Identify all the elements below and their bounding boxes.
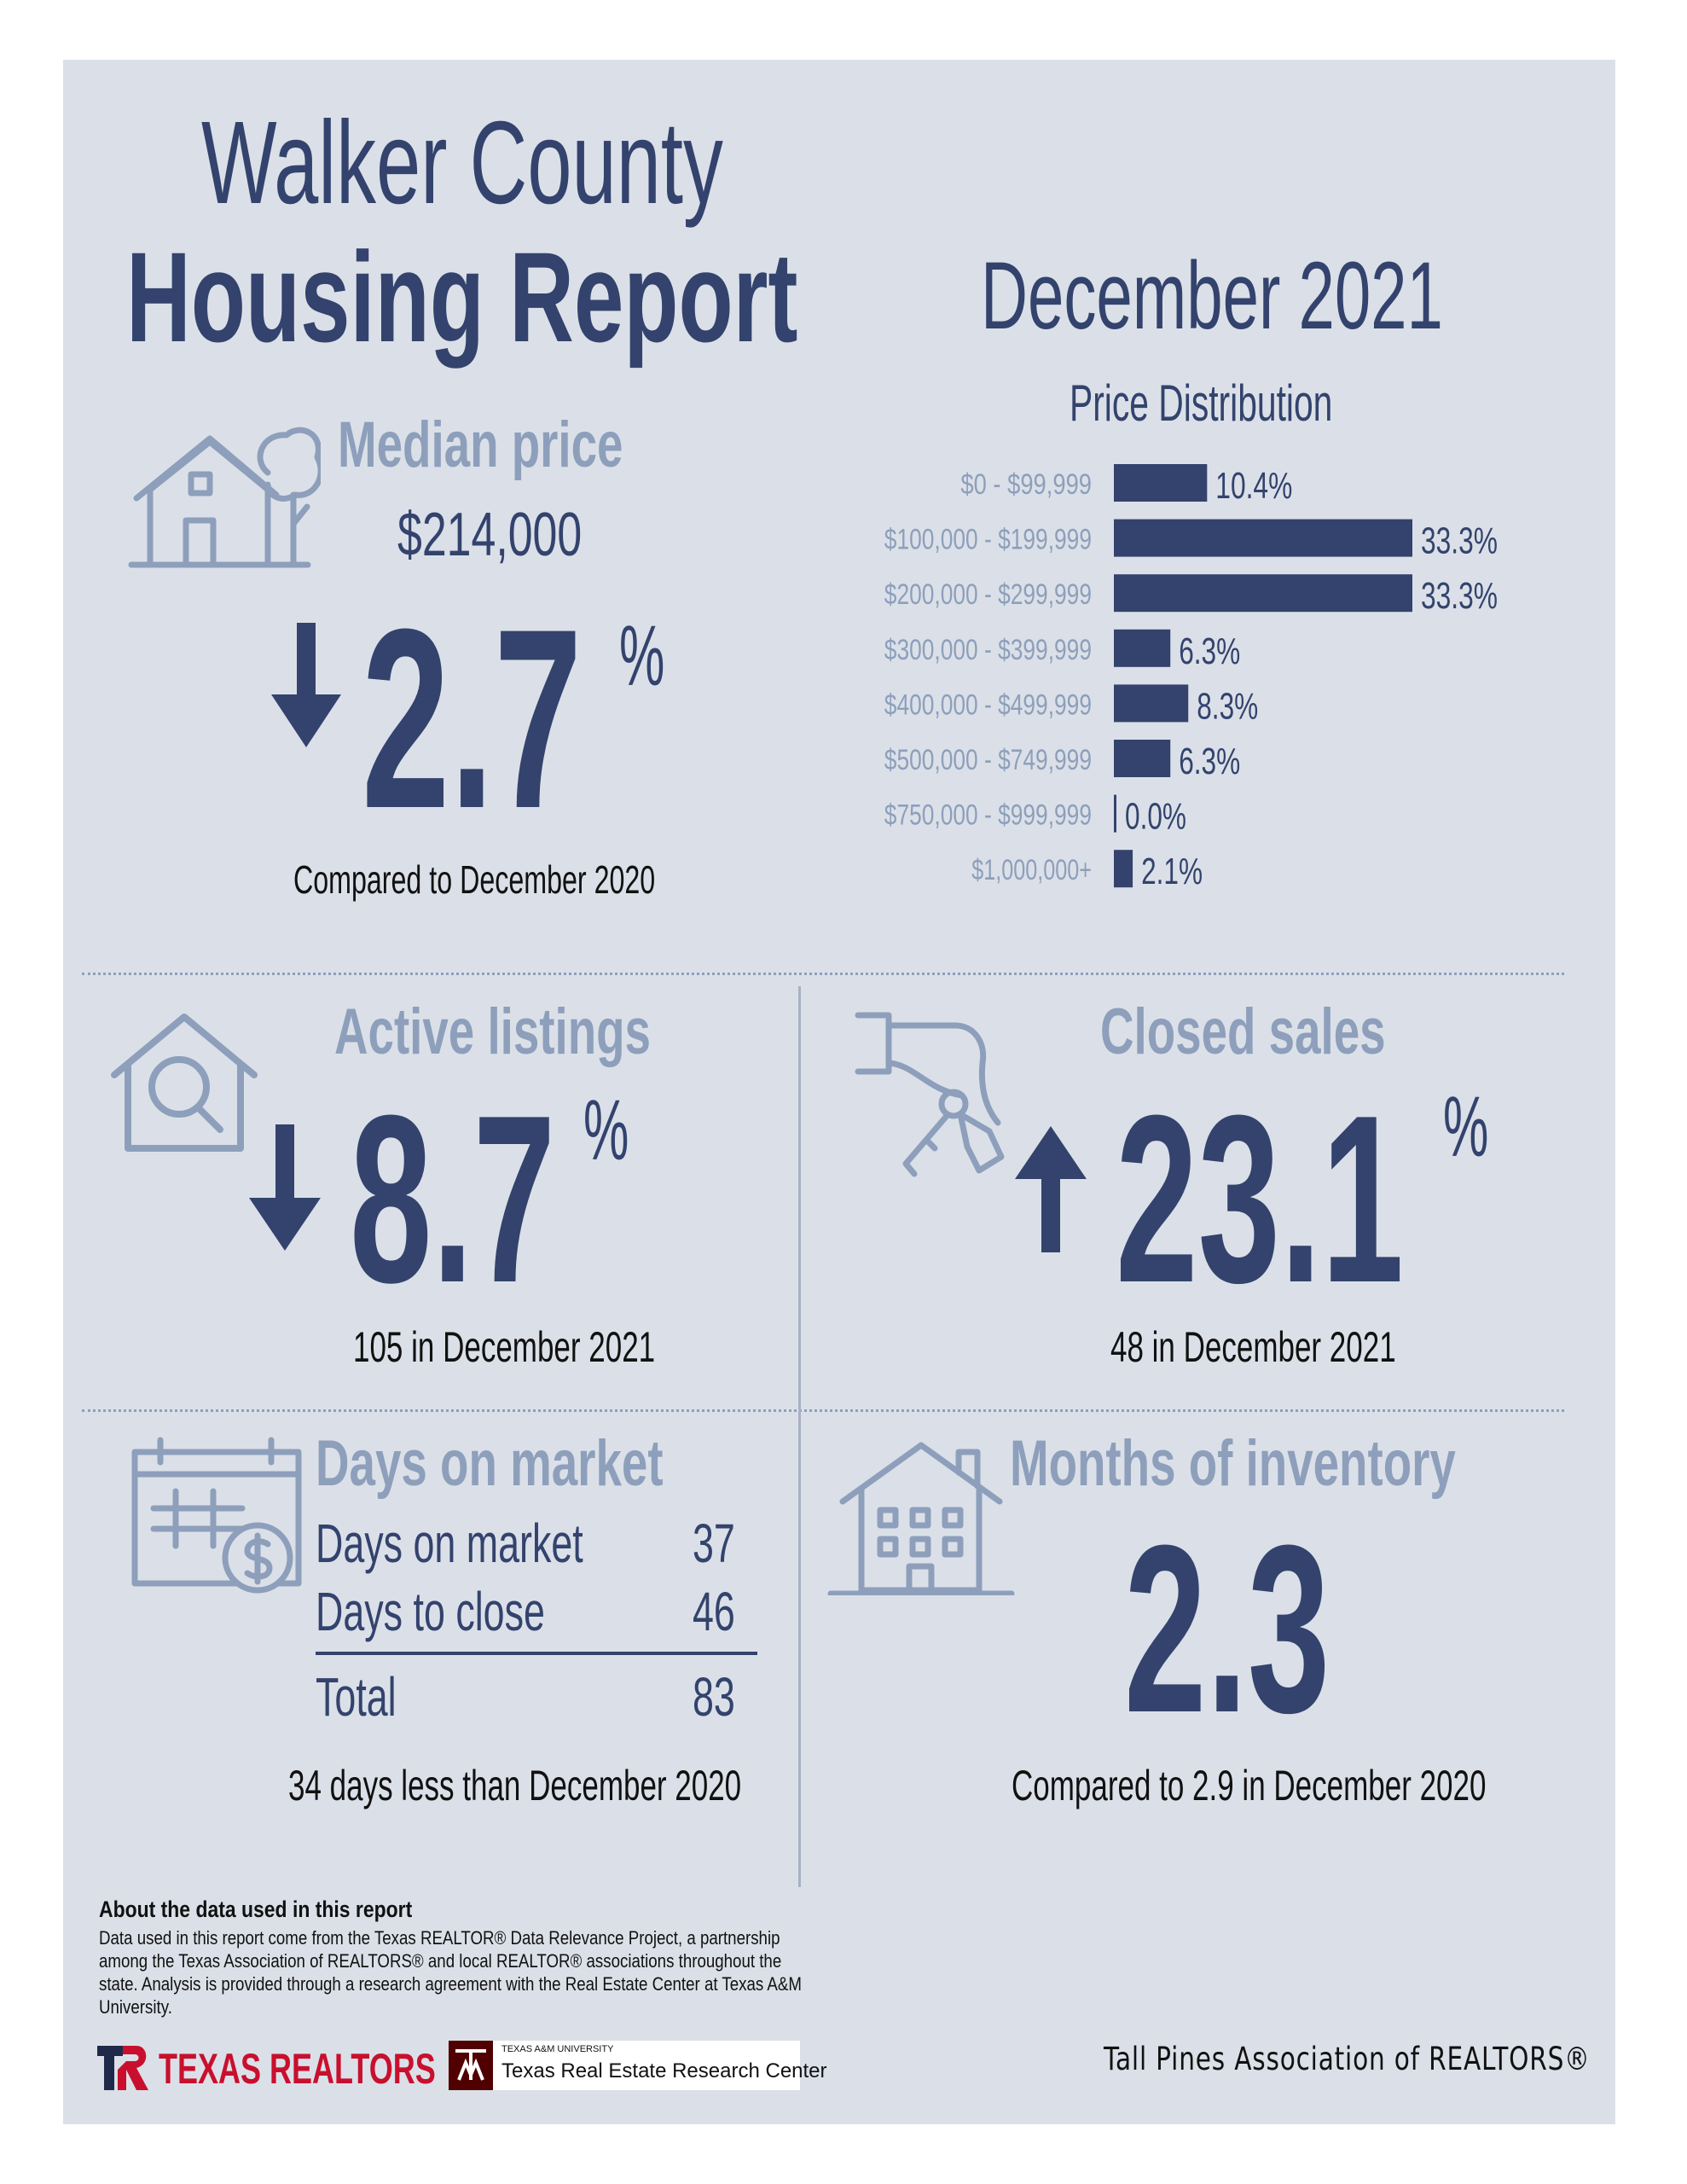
house-tree-icon — [125, 421, 324, 572]
total-label: Total — [316, 1666, 397, 1728]
bar-value-label: 8.3% — [1197, 685, 1258, 727]
calendar-dollar-icon — [131, 1437, 302, 1604]
active-listings-label: Active listings — [334, 996, 651, 1068]
median-change-number: 2.7 — [362, 575, 583, 862]
price-distribution-chart: $0 - $99,999 10.4% $100,000 - $199,999 33.3… — [884, 464, 1498, 892]
category-label: $300,000 - $399,999 — [884, 634, 1092, 666]
days-row-label: Days on market — [316, 1513, 583, 1574]
closed-detail: 48 in December 2021 — [1110, 1323, 1396, 1371]
distribution-bar — [1114, 574, 1412, 613]
category-label: $1,000,000+ — [971, 854, 1092, 886]
bar-value-label: 33.3% — [1421, 575, 1498, 617]
days-row-value: 37 — [693, 1513, 735, 1574]
tamu-logo: TEXAS A&M UNIVERSITY Texas Real Estate R… — [449, 2041, 827, 2090]
months-comparison: Compared to 2.9 in December 2020 — [1012, 1762, 1487, 1809]
title-report: Housing Report — [126, 225, 798, 369]
chart-title: Price Distribution — [1070, 375, 1333, 432]
category-label: $0 - $99,999 — [960, 468, 1092, 501]
distribution-bar — [1114, 629, 1171, 667]
texas-realtors-logo: TEXAS REALTORS — [97, 2044, 436, 2093]
distribution-bar — [1114, 464, 1208, 502]
category-label: $400,000 - $499,999 — [884, 688, 1092, 721]
report-period: December 2021 — [981, 242, 1443, 349]
arrow-down-icon — [249, 1124, 321, 1251]
title-county: Walker County — [201, 97, 723, 229]
distribution-bar — [1114, 794, 1116, 833]
distribution-bar — [1114, 519, 1412, 557]
hand-keys-icon — [855, 1012, 1022, 1191]
texas-realtors-text: TEXAS REALTORS — [159, 2045, 436, 2093]
tamu-mark-icon — [449, 2041, 493, 2090]
bar-value-label: 33.3% — [1421, 520, 1498, 562]
total-rule — [316, 1652, 757, 1655]
divider-top — [82, 973, 1564, 975]
tamu-center-text: Texas Real Estate Research Center — [501, 2059, 827, 2082]
bar-value-label: 10.4% — [1215, 465, 1292, 507]
distribution-bar — [1114, 684, 1189, 723]
close-row-label: Days to close — [316, 1581, 545, 1642]
median-price-value: $214,000 — [397, 501, 583, 569]
close-row-value: 46 — [693, 1581, 735, 1642]
active-change-unit: % — [583, 1083, 629, 1178]
divider-vertical — [798, 986, 801, 1887]
bar-value-label: 0.0% — [1125, 796, 1186, 838]
category-label: $100,000 - $199,999 — [884, 524, 1092, 556]
category-label: $750,000 - $999,999 — [884, 799, 1092, 832]
median-price-label: Median price — [338, 409, 623, 481]
arrow-down-icon — [271, 623, 341, 747]
bar-value-label: 2.1% — [1141, 851, 1203, 892]
days-comparison: 34 days less than December 2020 — [288, 1762, 742, 1809]
days-market-label: Days on market — [316, 1427, 664, 1500]
about-title: About the data used in this report — [99, 1896, 413, 1922]
median-comparison: Compared to December 2020 — [293, 857, 656, 902]
divider-middle — [82, 1409, 1564, 1412]
category-label: $200,000 - $299,999 — [884, 578, 1092, 611]
closed-change-unit: % — [1443, 1079, 1489, 1175]
distribution-bar — [1114, 850, 1133, 888]
total-value: 83 — [693, 1666, 735, 1728]
active-detail: 105 in December 2021 — [353, 1323, 656, 1371]
months-inventory-value: 2.3 — [1124, 1496, 1330, 1763]
texas-realtors-mark-icon — [97, 2046, 148, 2090]
active-change-number: 8.7 — [350, 1066, 556, 1333]
tamu-small-text: TEXAS A&M UNIVERSITY — [501, 2044, 614, 2054]
months-inventory-label: Months of inventory — [1010, 1427, 1456, 1500]
apartment-building-icon — [827, 1438, 1015, 1597]
category-label: $500,000 - $749,999 — [884, 744, 1092, 776]
bar-value-label: 6.3% — [1179, 741, 1240, 782]
median-change-unit: % — [619, 608, 665, 704]
closed-sales-label: Closed sales — [1100, 996, 1386, 1068]
association-name: Tall Pines Association of REALTORS® — [1104, 2041, 1591, 2077]
house-search-icon — [109, 1012, 259, 1153]
about-text: Data used in this report come from the T… — [99, 1927, 802, 2018]
arrow-up-icon — [1015, 1126, 1087, 1252]
distribution-bar — [1114, 740, 1171, 777]
bar-value-label: 6.3% — [1179, 630, 1240, 672]
report-panel — [63, 60, 1615, 2124]
closed-change-number: 23.1 — [1116, 1066, 1404, 1333]
